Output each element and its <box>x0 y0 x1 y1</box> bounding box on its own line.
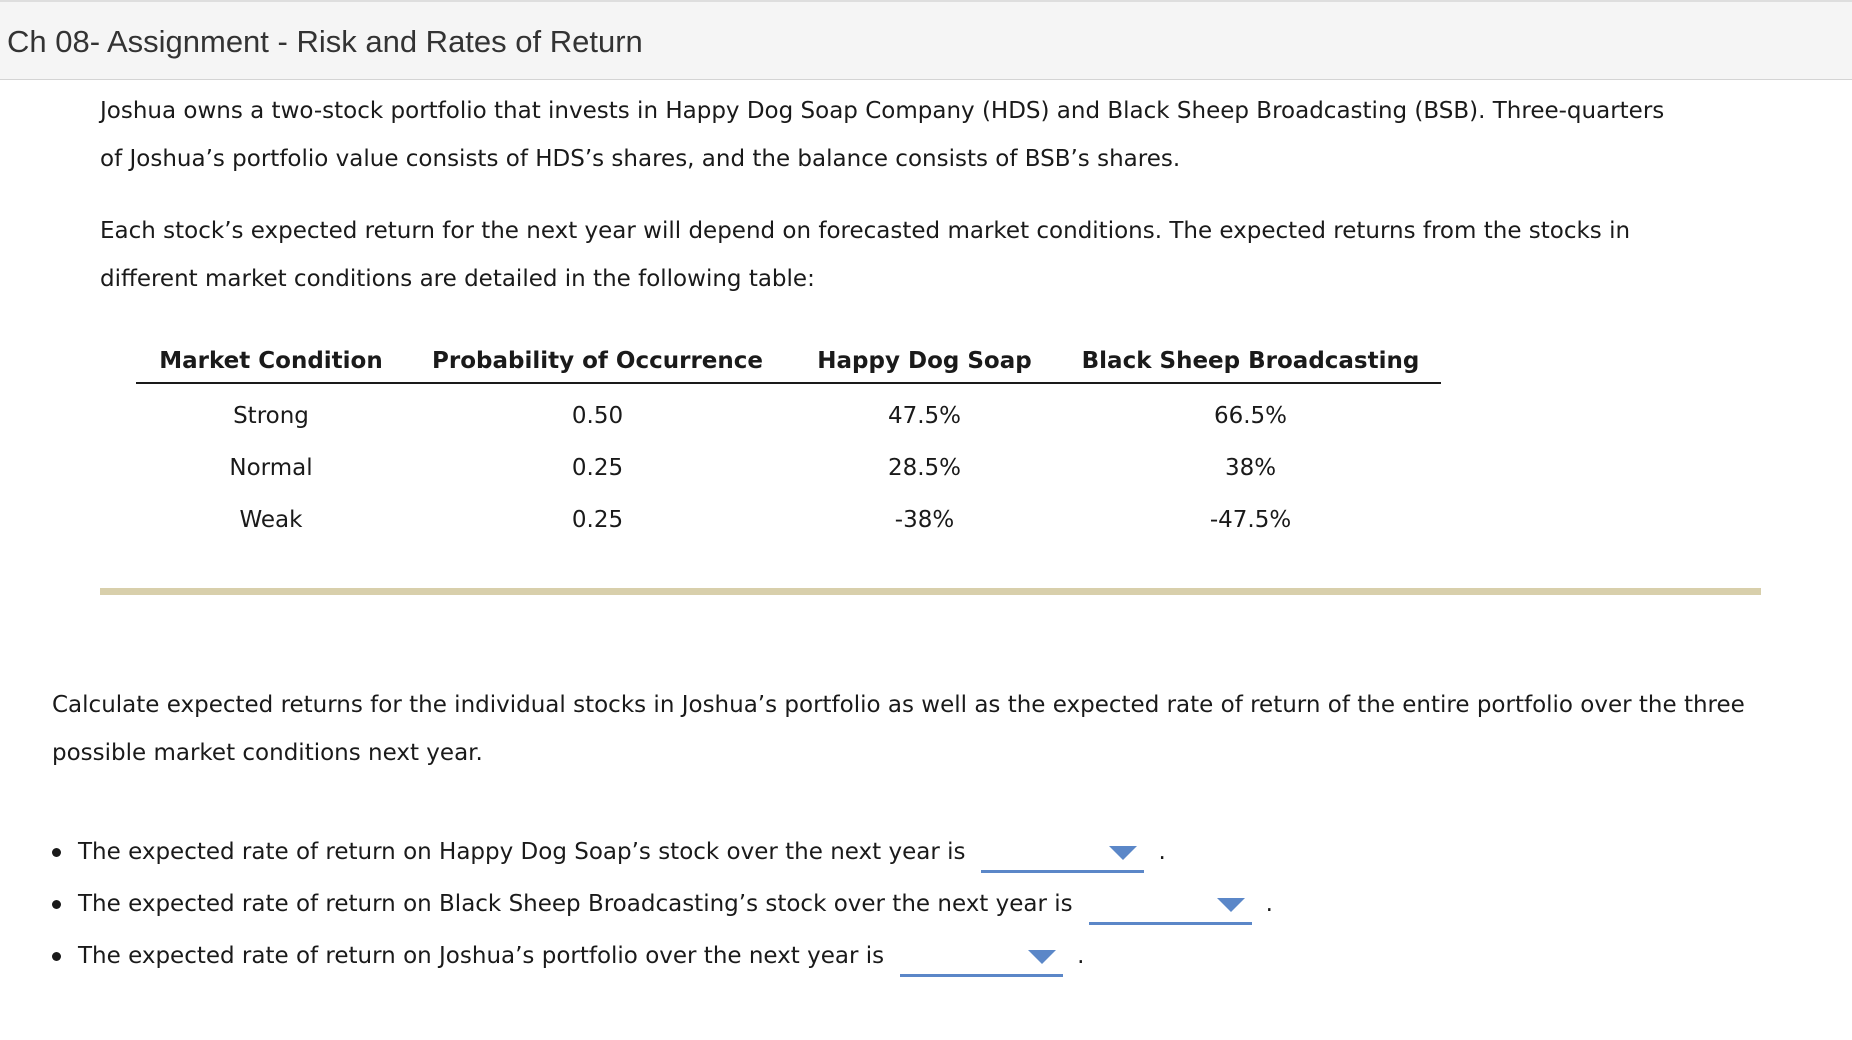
question-text-bsb: The expected rate of return on Black She… <box>78 891 1073 917</box>
table-row: Strong 0.50 47.5% 66.5% <box>136 383 1441 442</box>
cell-probability: 0.25 <box>571 455 624 481</box>
question-item-portfolio: The expected rate of return on Joshua’s … <box>52 930 1273 982</box>
question-suffix-bsb: . <box>1265 891 1273 917</box>
table-row: Normal 0.25 28.5% 38% <box>136 442 1441 494</box>
cell-market-condition: Normal <box>229 455 313 481</box>
question-suffix-portfolio: . <box>1077 943 1085 969</box>
section-divider <box>100 588 1761 595</box>
intro-paragraph-2-line-2: different market conditions are detailed… <box>100 266 815 292</box>
question-item-bsb: The expected rate of return on Black She… <box>52 878 1273 930</box>
hds-expected-return-dropdown[interactable] <box>981 840 1145 873</box>
chevron-down-icon[interactable] <box>1216 897 1245 912</box>
question-item-hds: The expected rate of return on Happy Dog… <box>52 826 1273 878</box>
question-text-portfolio: The expected rate of return on Joshua’s … <box>78 943 885 969</box>
intro-paragraph-2: Each stock’s expected return for the nex… <box>100 207 1630 303</box>
intro-paragraph-1: Joshua owns a two-stock portfolio that i… <box>100 87 1664 183</box>
portfolio-expected-return-dropdown[interactable] <box>900 944 1064 977</box>
chevron-down-icon[interactable] <box>1109 845 1138 860</box>
bullet-icon <box>52 951 61 961</box>
returns-table: Market Condition Probability of Occurren… <box>136 340 1441 546</box>
column-header-happy-dog-soap: Happy Dog Soap <box>789 340 1060 384</box>
column-header-probability: Probability of Occurrence <box>406 340 789 384</box>
intro-paragraph-2-line-1: Each stock’s expected return for the nex… <box>100 218 1631 244</box>
cell-market-condition: Weak <box>239 507 303 533</box>
question-text-hds: The expected rate of return on Happy Dog… <box>78 839 966 865</box>
cell-black-sheep-broadcasting: -47.5% <box>1209 507 1292 533</box>
bullet-icon <box>52 847 61 857</box>
task-paragraph-line-1: Calculate expected returns for the indiv… <box>52 692 1745 718</box>
cell-market-condition: Strong <box>233 403 309 429</box>
bsb-expected-return-dropdown[interactable] <box>1088 892 1252 925</box>
table-header-row: Market Condition Probability of Occurren… <box>136 340 1441 384</box>
task-paragraph-line-2: possible market conditions next year. <box>52 740 483 766</box>
assignment-header: Ch 08- Assignment - Risk and Rates of Re… <box>0 0 1852 80</box>
column-header-black-sheep-broadcasting: Black Sheep Broadcasting <box>1060 340 1441 384</box>
page-title: Ch 08- Assignment - Risk and Rates of Re… <box>7 24 643 59</box>
task-paragraph: Calculate expected returns for the indiv… <box>52 681 1745 777</box>
cell-black-sheep-broadcasting: 38% <box>1224 455 1277 481</box>
table-row: Weak 0.25 -38% -47.5% <box>136 494 1441 546</box>
intro-paragraph-1-line-2: of Joshua’s portfolio value consists of … <box>100 146 1181 172</box>
cell-happy-dog-soap: 28.5% <box>887 455 962 481</box>
bullet-icon <box>52 899 61 909</box>
intro-paragraph-1-line-1: Joshua owns a two-stock portfolio that i… <box>100 98 1665 124</box>
cell-happy-dog-soap: 47.5% <box>887 403 962 429</box>
question-suffix-hds: . <box>1158 839 1166 865</box>
cell-probability: 0.50 <box>571 403 624 429</box>
chevron-down-icon[interactable] <box>1028 949 1057 964</box>
question-list: The expected rate of return on Happy Dog… <box>52 826 1273 982</box>
cell-probability: 0.25 <box>571 507 624 533</box>
cell-happy-dog-soap: -38% <box>894 507 955 533</box>
cell-black-sheep-broadcasting: 66.5% <box>1213 403 1288 429</box>
column-header-market-condition: Market Condition <box>136 340 406 384</box>
